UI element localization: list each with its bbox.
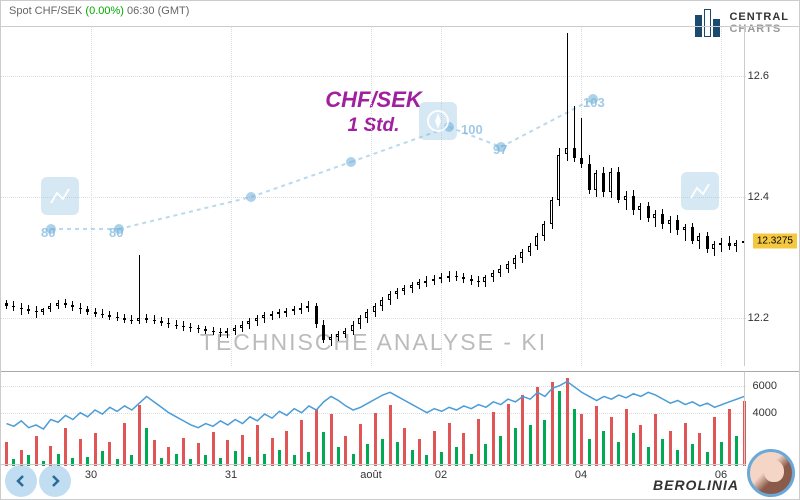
y-tick-label: 12.6 [748, 70, 769, 82]
x-tick-label: août [360, 469, 381, 481]
nav-next-button[interactable] [39, 465, 71, 497]
nav-prev-button[interactable] [5, 465, 37, 497]
current-price-tag: 12.3275 [753, 234, 797, 249]
price-chart[interactable]: CHF/SEK 1 Std. TECHNISCHE ANALYSE - KI 8… [1, 26, 746, 366]
price-y-axis: 12.2 12.4 12.6 12.3275 [744, 26, 799, 366]
instrument-name: Spot CHF/SEK [9, 5, 82, 17]
pct-change: (0.00%) [85, 5, 124, 17]
vol-tick-label: 4000 [753, 407, 777, 419]
watermark-icon [41, 177, 79, 215]
x-tick-label: 30 [85, 469, 97, 481]
watermark-icon [681, 172, 719, 210]
x-tick-label: 02 [435, 469, 447, 481]
compass-icon [419, 102, 457, 140]
time-x-axis: 3031août020406 [1, 464, 746, 499]
volume-chart[interactable] [1, 371, 746, 466]
x-tick-label: 31 [225, 469, 237, 481]
y-tick-label: 12.4 [748, 191, 769, 203]
avatar-icon[interactable] [747, 449, 795, 497]
x-tick-label: 04 [575, 469, 587, 481]
watermark-label: 80 [109, 225, 123, 240]
watermark-label: 103 [583, 95, 605, 110]
watermark-label: 97 [493, 142, 507, 157]
nav-arrows [5, 465, 71, 497]
y-tick-label: 12.2 [748, 312, 769, 324]
watermark-label: 100 [461, 122, 483, 137]
chart-container: Spot CHF/SEK (0.00%) 06:30 (GMT) CENTRAL… [0, 0, 800, 500]
header-info: Spot CHF/SEK (0.00%) 06:30 (GMT) [9, 5, 189, 17]
watermark-label: 80 [41, 225, 55, 240]
timestamp: 06:30 (GMT) [127, 5, 189, 17]
brand-tag: BEROLINIA [653, 477, 739, 493]
vol-tick-label: 6000 [753, 380, 777, 392]
